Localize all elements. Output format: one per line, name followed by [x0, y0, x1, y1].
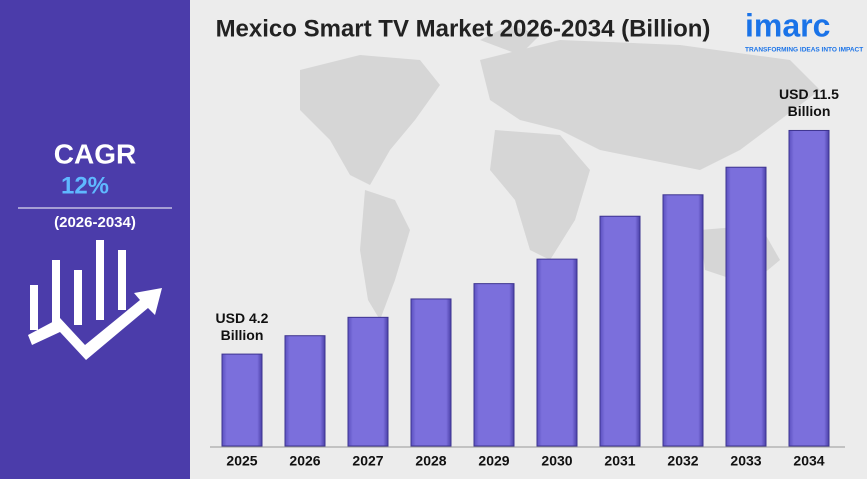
bar [410, 298, 452, 447]
x-tick-label: 2034 [793, 453, 824, 469]
bar [473, 283, 515, 447]
bar [221, 353, 263, 447]
chart-title: Mexico Smart TV Market 2026-2034 (Billio… [216, 15, 711, 42]
cagr-label: CAGR [54, 138, 136, 169]
value-label: USD 11.5 Billion [779, 86, 839, 120]
x-tick-label: 2029 [478, 453, 509, 469]
x-tick-label: 2028 [415, 453, 446, 469]
bar [347, 316, 389, 447]
x-tick-label: 2031 [604, 453, 635, 469]
logo-tagline: TRANSFORMING IDEAS INTO IMPACT [745, 47, 863, 54]
cagr-period: (2026-2034) [54, 214, 136, 231]
x-tick-label: 2026 [289, 453, 320, 469]
bar [536, 258, 578, 447]
cagr-value: 12% [61, 172, 109, 199]
x-tick-label: 2027 [352, 453, 383, 469]
x-tick-label: 2030 [541, 453, 572, 469]
bar [725, 166, 767, 447]
x-tick-label: 2033 [730, 453, 761, 469]
value-label: USD 4.2 Billion [215, 310, 269, 344]
bar [788, 129, 830, 447]
bar [599, 215, 641, 447]
logo: imarc [745, 7, 830, 43]
bar [284, 335, 326, 447]
x-tick-label: 2025 [226, 453, 257, 469]
x-tick-label: 2032 [667, 453, 698, 469]
growth-icon [28, 240, 162, 360]
side-panel [0, 0, 190, 479]
bar [662, 194, 704, 447]
